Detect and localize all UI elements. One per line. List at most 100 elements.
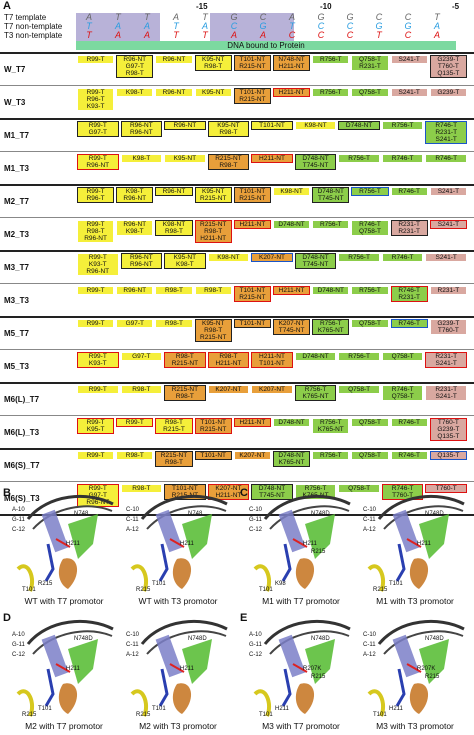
interaction-cell: R756-T xyxy=(313,452,349,459)
residue-label: T760-T xyxy=(437,419,459,426)
residue-label: R215-NT xyxy=(200,334,227,341)
interaction-cell: S241-T xyxy=(430,188,466,195)
residue-label: R756-T xyxy=(348,254,370,261)
base-letter: C xyxy=(404,12,412,22)
residue-label: T101-NT xyxy=(239,188,266,195)
row-label: W_T3 xyxy=(4,98,26,107)
interaction-cell: K95-NT R98-T xyxy=(207,121,250,137)
residue-label: R99-T xyxy=(88,254,107,261)
residue-label: R231-T xyxy=(435,386,458,393)
residue-label: R756-T xyxy=(319,56,342,63)
green-domain xyxy=(419,639,449,684)
residue-label: R98-T xyxy=(204,327,223,334)
residue-label: T101-NT xyxy=(259,122,285,129)
residue-label: Q758-T xyxy=(358,419,381,426)
red-sidechain xyxy=(55,663,71,673)
row-label: M1_T3 xyxy=(4,164,29,173)
interaction-cell: D748-NT xyxy=(313,287,349,294)
base-letter: G xyxy=(404,21,412,31)
residue-label: D748-NT xyxy=(278,452,305,459)
structure-label: H211 xyxy=(180,666,194,672)
residue-label: R98-T xyxy=(204,287,223,294)
row-separator xyxy=(0,85,474,86)
base-letter: G xyxy=(259,21,267,31)
red-sidechain xyxy=(169,538,185,548)
table-row: M2_T3 R99-T R98-T R96-NT R96-NT K98-T K98-NT R9… xyxy=(0,217,474,250)
residue-label: S241-T xyxy=(435,393,457,400)
header-row-label: T7 non-template xyxy=(4,22,63,31)
table-row: M6(L)_T3 R99-T K95-T R99-T R98-T R215-T T101-N… xyxy=(0,415,474,448)
base-letter: G xyxy=(317,12,325,22)
row-label: M2_T7 xyxy=(4,197,29,206)
interaction-cell: K95-NT K98-T xyxy=(164,253,206,269)
interaction-cell: D748-NT T745-NT xyxy=(251,484,293,500)
structure-panel-d: D A-10 G-11 C-12 N748D H211 T101 R215 M2 with T7… xyxy=(0,610,237,735)
residue-label: N748-NT xyxy=(278,56,305,63)
interaction-cell: S241-T xyxy=(391,89,427,96)
residue-label: R215-NT xyxy=(160,452,188,459)
table-row: M3_T3 R99-T R96-NT R98-T R98-T T101-NT R215-NT… xyxy=(0,283,474,316)
green-domain xyxy=(305,639,335,684)
interaction-cell: R215-NT R98-T xyxy=(207,154,250,170)
interaction-cell: K95-NT xyxy=(165,155,205,162)
structure-panel-b: B A-10 G-11 C-12 N748 H211 R215 T101 WT with T7 … xyxy=(0,485,237,610)
residue-label: R231-T xyxy=(398,228,421,235)
residue-label: R99-T xyxy=(86,56,105,63)
residue-label: R746-T xyxy=(391,386,414,393)
structure-panel-e: E A-10 G-11 C-12 N748D R207K H211 T101 R215 M3 wi… xyxy=(237,610,474,735)
row-separator xyxy=(0,481,474,482)
residue-label: R98-T xyxy=(125,70,144,77)
residue-label: R98-T xyxy=(219,162,238,169)
interaction-cell: R99-T R96-T K93-T xyxy=(78,89,114,110)
residue-label: G239-T xyxy=(437,320,460,327)
interaction-cell: S241-T xyxy=(429,220,467,229)
residue-label: H211-NT xyxy=(215,360,242,367)
residue-label: R99-T xyxy=(86,89,105,96)
residue-label: S241-T xyxy=(437,221,460,228)
row-label: M6(L)_T7 xyxy=(4,395,40,404)
base-letter: A xyxy=(259,30,266,40)
residue-label: R99-T xyxy=(88,353,107,360)
residue-label: G97-T xyxy=(132,353,151,360)
residue-label: K93-T xyxy=(86,103,105,110)
interaction-cell: Q758-T xyxy=(339,485,379,492)
base-letter: T xyxy=(434,12,440,22)
residue-label: R99-T xyxy=(86,320,105,327)
table-row: W_T7 R99-T R96-NT G97-T R98-T R96-NT K95-NT R98… xyxy=(0,52,474,85)
interaction-cell: K98-NT xyxy=(295,122,336,129)
residue-label: K95-NT xyxy=(173,254,197,261)
interaction-cell: H211-NT xyxy=(272,286,311,295)
green-domain xyxy=(305,514,335,559)
interaction-cell: R98-T xyxy=(121,386,162,393)
interaction-cell: D748-NT xyxy=(274,419,310,426)
interaction-cell: R756-T xyxy=(351,187,389,196)
red-sidechain xyxy=(292,663,308,673)
row-label: M6(S)_T3 xyxy=(4,494,40,503)
structure-caption: WT with T3 promotor xyxy=(138,596,218,606)
residue-label: Q758-T xyxy=(358,320,381,327)
interaction-cell: H211-NT xyxy=(272,88,311,97)
red-sidechain xyxy=(55,538,71,548)
interaction-cell: R756-T xyxy=(339,155,379,162)
interaction-cell: K95-NT R98-T R215-NT xyxy=(194,319,232,342)
residue-label: R215-NT xyxy=(200,426,227,433)
base-letter: A xyxy=(230,30,237,40)
residue-label: R756-T xyxy=(319,419,342,426)
structure-label: C-11 xyxy=(363,642,376,648)
residue-label: R215-NT xyxy=(239,195,266,202)
residue-label: R756-T xyxy=(391,122,414,129)
residue-label: R96-NT xyxy=(123,56,147,63)
structure-caption: M2 with T7 promotor xyxy=(25,721,103,731)
table-row: W_T3 R99-T R96-T K93-T K98-T R96-NT K95-NT T101… xyxy=(0,85,474,118)
residue-label: R98-T xyxy=(86,228,105,235)
yellow-loop xyxy=(130,564,149,592)
green-domain xyxy=(182,639,212,684)
structure-label: N748 xyxy=(188,511,203,517)
header-row-label: T7 template xyxy=(4,13,47,22)
green-domain xyxy=(68,639,98,684)
interaction-cell: R756-T xyxy=(313,56,349,63)
base-letter: A xyxy=(288,12,295,22)
residue-label: R96-NT xyxy=(129,254,153,261)
interaction-cell: R99-T xyxy=(78,287,114,294)
residue-label: R98-T xyxy=(175,393,194,400)
